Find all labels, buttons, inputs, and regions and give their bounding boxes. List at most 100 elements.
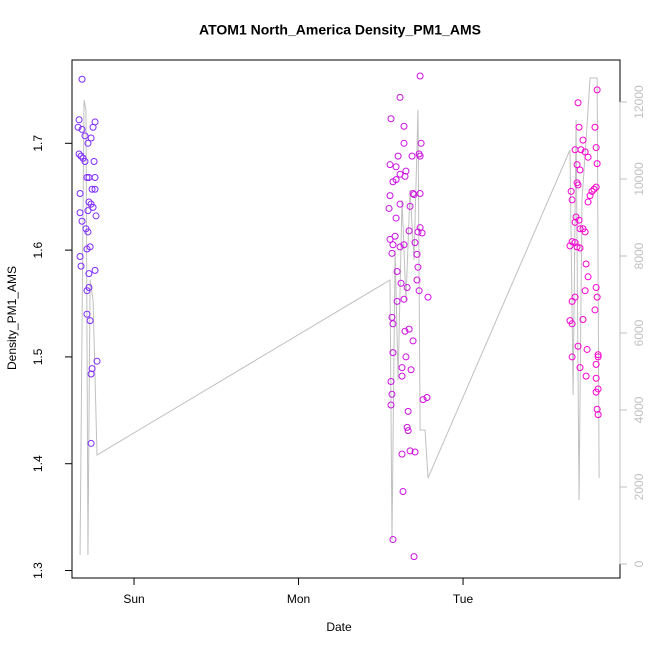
- data-point: [408, 152, 416, 160]
- data-point: [591, 306, 599, 314]
- data-point: [577, 146, 585, 154]
- data-point: [387, 115, 395, 123]
- data-point: [83, 173, 91, 181]
- data-point: [423, 394, 431, 402]
- data-point: [88, 185, 96, 193]
- data-point: [77, 152, 85, 160]
- data-point: [385, 204, 393, 212]
- data-point: [74, 123, 82, 131]
- data-point: [591, 123, 599, 131]
- data-point: [581, 287, 589, 295]
- data-point: [386, 192, 394, 200]
- data-point: [417, 139, 425, 147]
- data-point: [413, 250, 421, 258]
- data-point: [567, 187, 575, 195]
- y2-tick-label: 4000: [632, 396, 646, 423]
- data-point: [404, 427, 412, 435]
- data-point: [574, 342, 582, 350]
- data-point: [594, 351, 602, 359]
- data-point: [93, 357, 101, 365]
- data-point: [389, 178, 397, 186]
- data-point: [403, 283, 411, 291]
- data-point: [75, 150, 83, 158]
- data-point: [575, 216, 583, 224]
- data-point: [407, 366, 415, 374]
- data-point: [419, 396, 427, 404]
- y2-tick-label: 2000: [632, 473, 646, 500]
- data-point: [391, 232, 399, 240]
- data-point: [574, 99, 582, 107]
- data-point: [416, 152, 424, 160]
- data-point: [568, 238, 576, 246]
- data-point: [415, 287, 423, 295]
- data-point: [581, 228, 589, 236]
- data-point: [91, 266, 99, 274]
- data-point: [389, 320, 397, 328]
- data-point: [593, 86, 601, 94]
- data-point: [81, 157, 89, 165]
- data-point: [400, 295, 408, 303]
- data-point: [398, 364, 406, 372]
- data-point: [411, 448, 419, 456]
- data-point: [414, 263, 422, 271]
- data-point: [405, 227, 413, 235]
- data-point: [576, 166, 584, 174]
- data-point: [573, 179, 581, 187]
- x-tick-label: Tue: [453, 592, 474, 606]
- data-point: [586, 192, 594, 200]
- data-point: [388, 249, 396, 257]
- data-point: [406, 202, 414, 210]
- data-point: [85, 198, 93, 206]
- data-point: [78, 75, 86, 83]
- y-tick-label: 1.3: [31, 562, 45, 579]
- data-point: [416, 72, 424, 80]
- data-point: [389, 536, 397, 544]
- data-point: [386, 235, 394, 243]
- data-point: [90, 157, 98, 165]
- data-point: [92, 212, 100, 220]
- data-point: [568, 297, 576, 305]
- data-point: [406, 447, 414, 455]
- data-point: [401, 172, 409, 180]
- data-point: [576, 364, 584, 372]
- data-point: [416, 190, 424, 198]
- data-point: [402, 167, 410, 175]
- data-point: [387, 377, 395, 385]
- data-point: [78, 217, 86, 225]
- data-point: [592, 144, 600, 152]
- data-point: [91, 173, 99, 181]
- data-point: [88, 365, 96, 373]
- data-point: [75, 116, 83, 124]
- data-point: [582, 260, 590, 268]
- data-point: [386, 161, 394, 169]
- data-point: [409, 190, 417, 198]
- data-point: [576, 244, 584, 252]
- data-point: [573, 243, 581, 251]
- data-point: [418, 229, 426, 237]
- y-axis-label: Density_PM1_AMS: [5, 266, 19, 370]
- data-point: [388, 313, 396, 321]
- data-point: [592, 360, 600, 368]
- data-point: [411, 239, 419, 247]
- data-point: [594, 353, 602, 361]
- y-tick-label: 1.7: [31, 135, 45, 152]
- data-point: [76, 209, 84, 217]
- data-point: [389, 349, 397, 357]
- x-axis-label: Date: [326, 620, 352, 634]
- y-tick-label: 1.5: [31, 348, 45, 365]
- data-point: [393, 297, 401, 305]
- data-point: [593, 405, 601, 413]
- y2-tick-label: 12000: [632, 85, 646, 119]
- data-point: [400, 241, 408, 249]
- data-point: [84, 228, 92, 236]
- data-point: [410, 553, 418, 561]
- data-point: [81, 132, 89, 140]
- data-point: [402, 353, 410, 361]
- chart-title: ATOM1 North_America Density_PM1_AMS: [199, 22, 481, 38]
- data-point: [401, 327, 409, 335]
- data-point: [571, 239, 579, 247]
- data-point: [76, 253, 84, 261]
- data-point: [86, 317, 94, 325]
- data-point: [91, 185, 99, 193]
